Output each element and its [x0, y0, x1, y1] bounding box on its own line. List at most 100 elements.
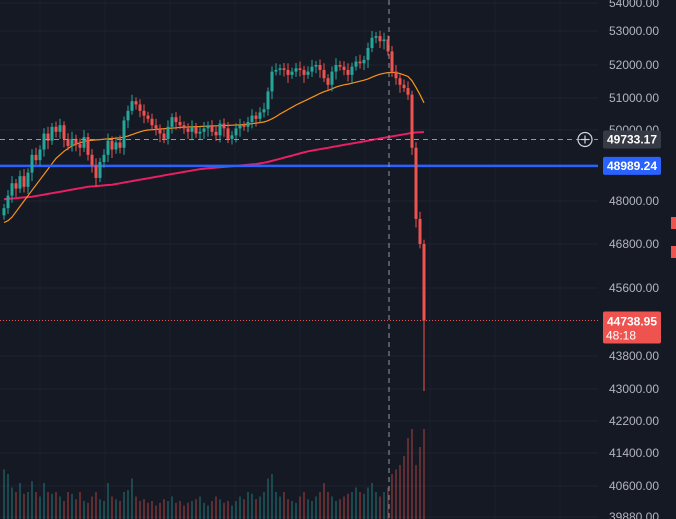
candle-body — [202, 128, 206, 132]
y-tick-label: 39880.00 — [609, 510, 659, 519]
candle-body — [158, 128, 162, 134]
y-tick-label: 43800.00 — [609, 349, 659, 363]
volume-bar — [391, 474, 393, 519]
volume-bar — [259, 496, 261, 519]
add-alert-button[interactable] — [577, 131, 593, 148]
candle-body — [78, 144, 82, 148]
candle-body — [318, 65, 322, 70]
volume-bar — [387, 487, 389, 519]
volume-bar — [407, 438, 409, 519]
y-tick-label: 51000.00 — [609, 91, 659, 105]
volume-bar — [211, 501, 213, 519]
candle-body — [50, 126, 54, 141]
volume-bar — [195, 499, 197, 519]
candle-body — [134, 101, 138, 105]
candle-body — [322, 69, 326, 79]
candle-body — [18, 176, 22, 189]
volume-bar — [203, 502, 205, 519]
volume-bar — [415, 465, 417, 519]
candle-body — [286, 69, 290, 75]
volume-bar — [115, 499, 117, 519]
volume-bar — [103, 501, 105, 519]
volume-bar — [75, 499, 77, 519]
price-axis[interactable]: 54000.0053000.0052000.0051000.0050000.00… — [609, 0, 659, 519]
side-marker-2 — [671, 246, 676, 258]
volume-bar — [283, 492, 285, 519]
volume-bar — [423, 429, 425, 519]
candle-body — [230, 135, 234, 139]
volume-bar — [311, 501, 313, 519]
candle-body — [130, 101, 134, 111]
volume-bar — [187, 502, 189, 519]
candle-body — [6, 195, 10, 209]
candle-body — [302, 69, 306, 75]
candle-body — [250, 115, 254, 122]
volume-bar — [163, 499, 165, 519]
candle-body — [58, 125, 62, 132]
volume-bar — [251, 493, 253, 519]
candle-body — [366, 48, 370, 60]
candle-body — [182, 125, 186, 129]
candle-body — [266, 91, 270, 110]
volume-bar — [47, 492, 49, 519]
last-price-tag-background — [603, 311, 661, 344]
moving-average-short-line — [3, 71, 425, 224]
candle-body — [338, 65, 342, 67]
candle-body — [178, 122, 182, 126]
volume-bar — [127, 490, 129, 519]
candle-body — [422, 244, 426, 321]
candle-body — [314, 65, 318, 67]
volume-bar — [11, 487, 13, 519]
volume-bar — [359, 492, 361, 519]
candle-body — [22, 176, 26, 187]
volume-bar — [71, 493, 73, 519]
y-tick-label: 53000.00 — [609, 24, 659, 38]
candle-body — [254, 115, 258, 119]
candle-body — [2, 208, 6, 216]
y-tick-label: 48000.00 — [609, 194, 659, 208]
candle-body — [30, 154, 34, 173]
candle-body — [390, 51, 394, 72]
volume-bar — [399, 465, 401, 519]
volume-bar — [339, 499, 341, 519]
volume-bar — [191, 501, 193, 519]
volume-bar — [291, 501, 293, 519]
candle-body — [138, 104, 142, 111]
candle-body — [234, 128, 238, 136]
last-price-tag-text: 44738.95 — [607, 315, 657, 329]
candle-body — [294, 68, 298, 72]
candle-body — [70, 138, 74, 146]
volume-bar — [263, 492, 265, 519]
candle-body — [150, 118, 154, 126]
candle-body — [402, 84, 406, 89]
volume-bar — [227, 501, 229, 519]
volume-bar — [319, 492, 321, 519]
volume-bar — [303, 492, 305, 519]
candle-body — [162, 133, 166, 139]
candle-body — [46, 133, 50, 141]
volume-bar — [239, 496, 241, 519]
volume-bar — [403, 456, 405, 519]
plus-icon[interactable] — [577, 131, 593, 148]
candle-body — [406, 88, 410, 95]
candle-body — [214, 131, 218, 136]
volume-bar — [67, 492, 69, 519]
volume-bar — [235, 501, 237, 519]
candle-body — [146, 115, 150, 119]
volume-bar — [87, 502, 89, 519]
volume-bar — [55, 492, 57, 519]
y-tick-label: 52000.00 — [609, 58, 659, 72]
last-price-tag: 44738.95 48:18 — [603, 311, 661, 344]
volume-bar — [411, 429, 413, 519]
volume-bar — [231, 505, 233, 519]
volume-bar — [91, 496, 93, 519]
candle-body — [290, 71, 294, 75]
volume-bar — [243, 499, 245, 519]
candle-body — [258, 112, 262, 119]
volume-bar — [355, 487, 357, 519]
candle-body — [126, 110, 130, 121]
volume-bar — [155, 505, 157, 519]
candle-body — [106, 140, 110, 155]
candle-body — [354, 61, 358, 67]
